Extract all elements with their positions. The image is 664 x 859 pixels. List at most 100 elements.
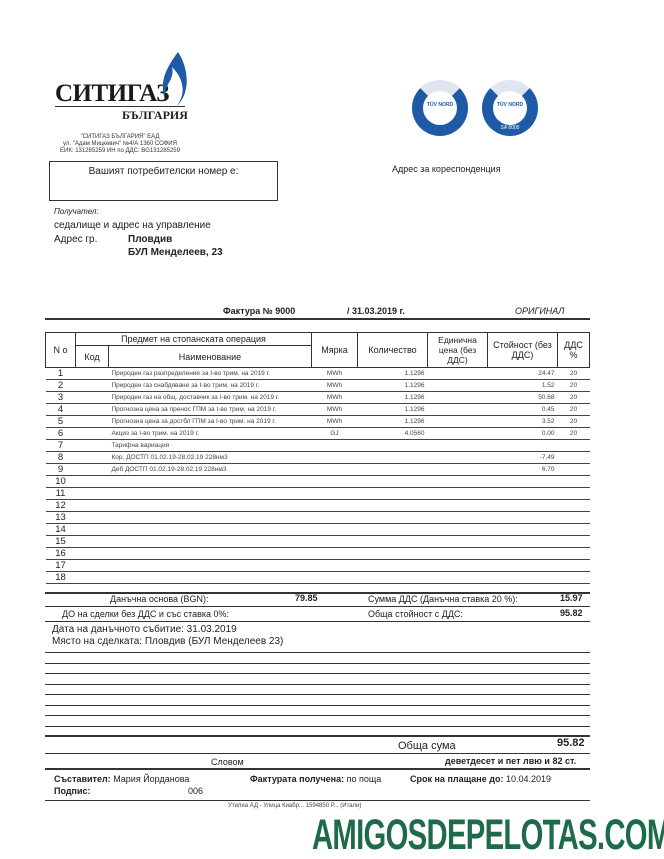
cell-qty bbox=[357, 463, 428, 476]
cell-value: 24.47 bbox=[487, 367, 558, 380]
cell-unit bbox=[311, 451, 358, 464]
customer-number-label: Вашият потребителски номер е: bbox=[88, 166, 239, 177]
cell-unit bbox=[311, 511, 358, 524]
ruled-line bbox=[45, 662, 590, 664]
cell-n: 12 bbox=[45, 499, 76, 512]
divider bbox=[45, 768, 590, 770]
company-ids: ЕИК: 131285259 ИН по ДДС: BG131285259 bbox=[60, 148, 180, 154]
due-date: 10.04.2019 bbox=[505, 774, 552, 784]
cell-vat bbox=[557, 487, 590, 500]
table-row: 8 Кор. ДОСТП 01.02.19-28.02.19 228нм3 -7.4… bbox=[45, 451, 590, 464]
cell-vat bbox=[557, 571, 590, 584]
cell-unit: MWh bbox=[311, 415, 358, 428]
cell-code bbox=[75, 367, 109, 380]
cell-code bbox=[75, 571, 109, 584]
cell-value bbox=[487, 535, 558, 548]
due-label: Срок на плащане до: bbox=[410, 774, 504, 784]
ruled-line bbox=[45, 694, 590, 695]
cell-qty bbox=[357, 475, 428, 488]
header-value: Стойност (без ДДС) bbox=[487, 332, 558, 368]
cell-unit bbox=[311, 523, 358, 536]
cell-name: Природен газ разпределение за I-во трим.… bbox=[108, 367, 312, 380]
table-row: 16 bbox=[45, 547, 590, 560]
cell-name bbox=[108, 511, 312, 524]
cell-name: Прогнозна цена за достбл ГПМ за I-во три… bbox=[108, 415, 312, 428]
cell-vat bbox=[557, 463, 590, 476]
cell-vat: 20 bbox=[557, 403, 590, 416]
cell-name: Прогнозна цена за пренос ГПМ за I-во три… bbox=[108, 403, 312, 416]
received-line: Фактурата получена: по поща bbox=[250, 774, 381, 784]
cell-name bbox=[108, 523, 312, 536]
grand-total-label: Обща сума bbox=[398, 740, 456, 752]
ruled-line bbox=[45, 725, 590, 727]
tuv-cert-badge-1 bbox=[412, 80, 468, 136]
in-words-label: Словом bbox=[211, 757, 244, 767]
table-row: 6 Акциз за I-во трим. на 2019 г. GJ 4.0560 0… bbox=[45, 427, 590, 440]
cell-n: 13 bbox=[45, 511, 76, 524]
cell-vat bbox=[557, 439, 590, 452]
cell-unit bbox=[311, 547, 358, 560]
cell-qty: 1.1296 bbox=[357, 367, 428, 380]
cell-value bbox=[487, 487, 558, 500]
header-qty: Количество bbox=[357, 332, 428, 368]
ruled-line bbox=[45, 683, 590, 685]
cell-code bbox=[75, 535, 109, 548]
cell-qty bbox=[357, 571, 428, 584]
cell-name bbox=[108, 547, 312, 560]
cell-name bbox=[108, 475, 312, 488]
transaction-place: Място на сделката: Пловдив (БУЛ Менделее… bbox=[52, 636, 284, 647]
cell-code bbox=[75, 427, 109, 440]
cell-value: 0.45 bbox=[487, 403, 558, 416]
cell-code bbox=[75, 511, 109, 524]
author-label: Съставител: bbox=[54, 774, 111, 784]
cell-value bbox=[487, 475, 558, 488]
tax-base-label: Данъчна основа (BGN): bbox=[110, 594, 209, 604]
cert-1-label: TÜV NORD bbox=[426, 102, 454, 108]
table-row: 11 bbox=[45, 487, 590, 500]
cert-2-label: TÜV NORD bbox=[496, 102, 524, 108]
watermark: AMIGOSDEPELOTAS.COM bbox=[312, 811, 664, 859]
cell-unit: GJ bbox=[311, 427, 358, 440]
cell-value bbox=[487, 511, 558, 524]
ruled-line bbox=[45, 704, 590, 706]
cell-value: 1.52 bbox=[487, 379, 558, 392]
cell-value bbox=[487, 439, 558, 452]
cell-n: 17 bbox=[45, 559, 76, 572]
cell-value bbox=[487, 571, 558, 584]
cell-qty: 4.0560 bbox=[357, 427, 428, 440]
cell-price bbox=[427, 547, 488, 560]
cell-code bbox=[75, 475, 109, 488]
recipient-line: седалище и адрес на управление bbox=[54, 220, 211, 231]
table-row: 3 Природен газ на общ. доставчик за I-во … bbox=[45, 391, 590, 404]
ruled-line bbox=[45, 652, 590, 653]
logo-divider bbox=[55, 106, 185, 107]
company-address: ул. "Адам Мицкевич" №4/А 1360 СОФИЯ bbox=[63, 141, 177, 147]
cell-n: 6 bbox=[45, 427, 76, 440]
cell-n: 10 bbox=[45, 475, 76, 488]
cell-price bbox=[427, 487, 488, 500]
cell-unit bbox=[311, 439, 358, 452]
header-unit: Мярка bbox=[311, 332, 358, 368]
cell-vat: 20 bbox=[557, 427, 590, 440]
cell-vat bbox=[557, 475, 590, 488]
table-row: 5 Прогнозна цена за достбл ГПМ за I-во тр… bbox=[45, 415, 590, 428]
cell-unit: MWh bbox=[311, 391, 358, 404]
divider bbox=[45, 735, 590, 737]
cell-unit bbox=[311, 475, 358, 488]
cell-qty bbox=[357, 499, 428, 512]
cell-name bbox=[108, 499, 312, 512]
cell-value bbox=[487, 559, 558, 572]
cell-value bbox=[487, 523, 558, 536]
ruled-line bbox=[45, 715, 590, 716]
cell-code bbox=[75, 391, 109, 404]
header-no: N o bbox=[45, 332, 76, 368]
cell-name bbox=[108, 571, 312, 584]
cell-n: 15 bbox=[45, 535, 76, 548]
cell-qty bbox=[357, 439, 428, 452]
cell-unit bbox=[311, 571, 358, 584]
customer-number-box: Вашият потребителски номер е: bbox=[49, 161, 278, 201]
divider bbox=[45, 800, 590, 801]
cell-code bbox=[75, 487, 109, 500]
cell-code bbox=[75, 451, 109, 464]
received-label: Фактурата получена: bbox=[250, 774, 345, 784]
